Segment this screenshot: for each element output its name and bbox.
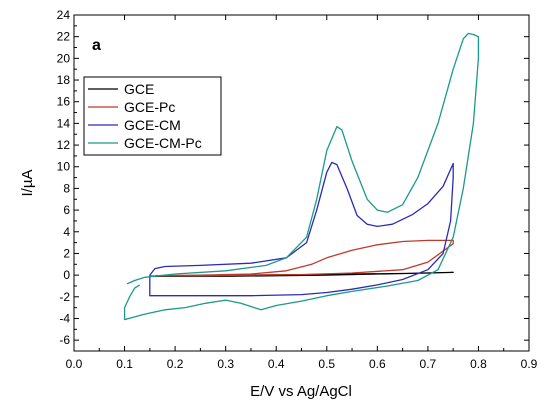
- legend-box: [83, 76, 222, 156]
- y-tick-label: 2: [63, 246, 70, 260]
- y-tick-label: 24: [57, 8, 71, 22]
- series-line-gce-cm: [149, 161, 454, 297]
- y-tick-label: -4: [59, 311, 70, 325]
- y-tick-label: 20: [57, 51, 71, 65]
- panel-label: a: [92, 37, 101, 54]
- legend-label-gce-cm-pc: GCE-CM-Pc: [124, 135, 202, 151]
- y-tick-label: 8: [63, 181, 70, 195]
- x-tick-label: 0.9: [521, 357, 538, 371]
- y-axis-title: I/µA: [19, 170, 36, 197]
- x-tick-label: 0.3: [217, 357, 234, 371]
- x-tick-label: 0.0: [66, 357, 83, 371]
- series-line-gce-cm-pc: [123, 32, 480, 321]
- legend-label-gce-pc: GCE-Pc: [124, 99, 175, 115]
- y-tick-label: 6: [63, 203, 70, 217]
- x-tick-label: 0.2: [167, 357, 184, 371]
- legend-label-gce-cm: GCE-CM: [124, 117, 181, 133]
- x-tick-label: 0.4: [268, 357, 285, 371]
- y-tick-label: -6: [59, 333, 70, 347]
- x-axis-ticks: 0.0 0.1 0.2 0.3 0.4 0.5 0.6 0.7 0.8 0.9: [66, 15, 538, 371]
- y-tick-label: 14: [57, 116, 71, 130]
- x-axis-title: E/V vs Ag/AgCl: [250, 383, 352, 400]
- series-line-gce-pc: [154, 239, 454, 277]
- legend: GCE GCE-Pc GCE-CM GCE-CM-Pc: [83, 76, 222, 156]
- y-tick-label: 16: [57, 95, 71, 109]
- y-tick-label: 18: [57, 73, 71, 87]
- series-lines: [123, 32, 480, 321]
- x-tick-label: 0.7: [420, 357, 437, 371]
- x-tick-label: 0.1: [116, 357, 133, 371]
- y-tick-label: 10: [57, 160, 71, 174]
- y-tick-label: 12: [57, 138, 71, 152]
- y-tick-label: 4: [63, 225, 70, 239]
- y-tick-label: 0: [63, 268, 70, 282]
- y-tick-label: -2: [59, 290, 70, 304]
- x-tick-label: 0.5: [318, 357, 335, 371]
- y-tick-label: 22: [57, 30, 71, 44]
- legend-label-gce: GCE: [124, 81, 154, 97]
- x-tick-label: 0.6: [369, 357, 386, 371]
- x-tick-label: 0.8: [470, 357, 487, 371]
